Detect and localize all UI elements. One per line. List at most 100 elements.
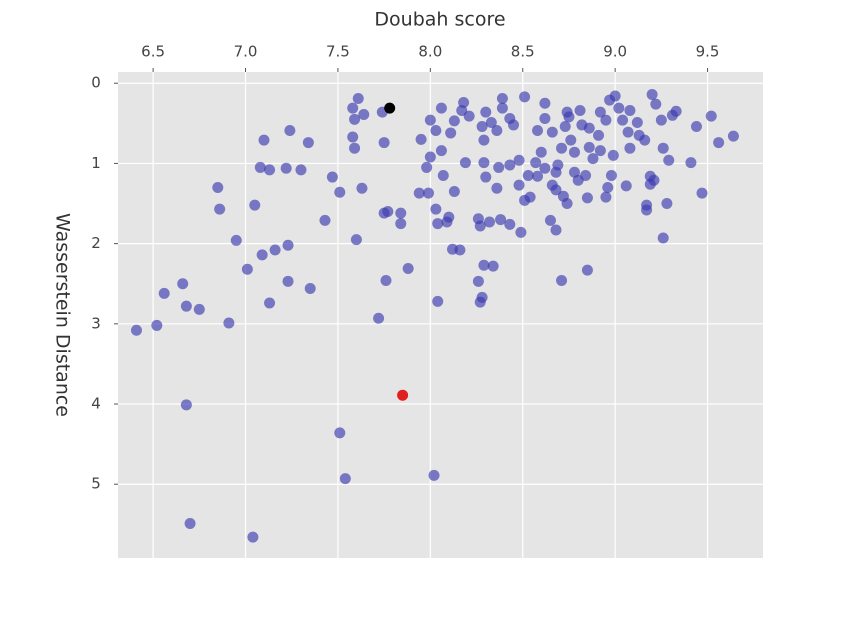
point <box>448 185 460 197</box>
point <box>302 137 314 149</box>
point <box>576 119 588 131</box>
point <box>478 157 490 169</box>
point <box>546 126 558 138</box>
point <box>581 264 593 276</box>
point <box>559 121 571 133</box>
point <box>513 179 525 191</box>
point <box>641 204 653 216</box>
x-tick-label: 7.5 <box>326 43 350 61</box>
point <box>530 157 542 169</box>
point <box>443 211 455 223</box>
point <box>561 106 573 118</box>
point <box>352 92 364 104</box>
point <box>535 146 547 158</box>
point <box>476 291 488 303</box>
point <box>284 125 296 137</box>
point <box>607 149 619 161</box>
point <box>539 162 551 174</box>
point <box>382 206 394 218</box>
point <box>177 278 189 290</box>
point <box>478 134 490 146</box>
point <box>583 141 595 153</box>
point <box>670 105 682 117</box>
point <box>395 207 407 219</box>
x-tick-label: 7.0 <box>234 43 258 61</box>
point <box>413 187 425 199</box>
point <box>485 117 497 129</box>
x-tick-label: 8.5 <box>511 43 535 61</box>
point <box>685 157 697 169</box>
point <box>193 303 205 315</box>
point <box>646 88 658 100</box>
point <box>605 169 617 181</box>
point <box>424 114 436 126</box>
y-tick-label: 5 <box>91 475 101 493</box>
point <box>487 260 499 272</box>
point <box>496 102 508 114</box>
point <box>696 187 708 199</box>
point <box>639 134 651 146</box>
point <box>544 214 556 226</box>
point <box>491 182 503 194</box>
point <box>727 130 739 142</box>
point <box>350 234 362 246</box>
point <box>648 174 660 186</box>
point <box>713 137 725 149</box>
point <box>448 115 460 127</box>
point <box>380 275 392 287</box>
point <box>304 283 316 295</box>
point <box>282 239 294 251</box>
x-tick-label: 8.0 <box>418 43 442 61</box>
point <box>247 531 259 543</box>
point <box>550 166 562 178</box>
point <box>593 129 605 141</box>
point <box>508 119 520 131</box>
point <box>600 191 612 203</box>
point <box>334 427 346 439</box>
point <box>613 102 625 114</box>
point <box>269 244 281 256</box>
point <box>184 518 196 530</box>
point <box>256 249 268 261</box>
point <box>493 161 505 173</box>
point <box>472 275 484 287</box>
point <box>454 244 466 256</box>
point <box>349 142 361 154</box>
point <box>556 275 568 287</box>
point <box>472 213 484 225</box>
y-tick-label: 2 <box>91 234 101 252</box>
point <box>295 164 307 176</box>
point <box>524 191 536 203</box>
point <box>657 232 669 244</box>
point <box>581 192 593 204</box>
point <box>561 198 573 210</box>
point <box>373 312 385 324</box>
point <box>130 324 142 336</box>
point <box>230 234 242 246</box>
point <box>480 106 492 118</box>
point <box>624 142 636 154</box>
point <box>445 127 457 139</box>
point <box>594 145 606 157</box>
point <box>550 184 562 196</box>
point <box>151 319 163 331</box>
point <box>690 121 702 133</box>
point <box>587 153 599 165</box>
point <box>264 297 276 309</box>
point <box>504 159 516 171</box>
point <box>463 110 475 122</box>
point <box>565 134 577 146</box>
point <box>347 102 359 114</box>
point <box>504 218 516 230</box>
point <box>600 114 612 126</box>
point <box>326 171 338 183</box>
point <box>661 198 673 210</box>
y-tick-label: 4 <box>91 395 101 413</box>
point <box>249 199 261 211</box>
point <box>574 104 586 116</box>
point <box>422 187 434 199</box>
point <box>395 218 407 230</box>
point <box>378 137 390 149</box>
point <box>480 171 492 183</box>
point <box>624 104 636 116</box>
